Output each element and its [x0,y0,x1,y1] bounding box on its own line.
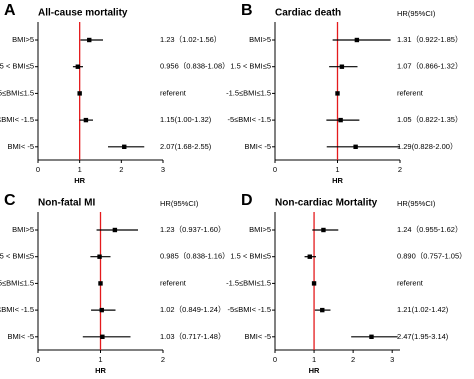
category-label: BMI< -5 [8,332,34,341]
category-label: BMI>5 [249,35,271,44]
estimate-label: 1.02（0.849-1.24） [160,305,225,314]
panel-label: D [241,192,253,209]
estimate-label: referent [397,88,424,97]
hazard-ratio-point [122,144,127,149]
hazard-ratio-point [335,91,340,96]
estimate-label: 0.890（0.757-1.05） [397,252,467,261]
category-label: BMI< -5 [245,142,271,151]
estimate-label: 1.23（1.02-1.56） [160,35,221,44]
x-tick-label: 1 [335,165,339,174]
x-tick-label: 2 [398,165,402,174]
category-label: BMI< -5 [245,332,271,341]
category-label: BMI< -5 [8,142,34,151]
category-label: 1.5 < BMI≤5 [0,252,34,261]
x-tick-label: 2 [351,355,355,364]
category-label: 1.5 < BMI≤5 [230,62,271,71]
hazard-ratio-point [321,227,326,233]
estimate-label: 1.03（0.717-1.48） [160,332,225,341]
estimate-label: 1.31（0.922-1.85） [397,35,462,44]
x-tick-label: 1 [78,165,82,174]
category-label: BMI>5 [12,35,34,44]
hazard-ratio-point [100,334,105,339]
estimate-label: 1.23（0.937-1.60） [160,225,225,234]
estimate-label: 1.05（0.822-1.35） [397,115,462,124]
category-label: -1.5≤BMI≤1.5 [0,278,34,287]
hazard-ratio-point [339,64,345,69]
estimate-label: referent [397,278,424,287]
hazard-ratio-point [307,254,312,259]
x-axis-label: HR [309,366,320,375]
panel-title: Non-cardiac Mortality [275,198,378,209]
estimate-label: 1.29(0.828-2.00） [397,142,457,151]
x-tick-label: 3 [390,355,394,364]
hazard-ratio-point [338,117,343,123]
hazard-ratio-point [311,281,317,286]
hazard-ratio-point [98,281,103,286]
estimate-label: 2.47(1.95-3.14) [397,332,449,341]
hazard-ratio-point [369,334,374,339]
hazard-ratio-point [112,227,118,233]
category-label: 1.5 < BMI≤5 [0,62,34,71]
estimate-header: HR(95%CI) [160,199,199,208]
x-tick-label: 0 [273,355,277,364]
hazard-ratio-point [320,307,325,313]
category-label: -5≤BMI< -1.5 [0,115,34,124]
estimate-header: HR(95%CI) [397,199,436,208]
x-axis-label: HR [332,176,343,185]
category-label: BMI>5 [12,225,34,234]
estimate-label: referent [160,278,187,287]
estimate-label: 1.15(1.00-1.32) [160,115,212,124]
panel-label: B [241,2,253,19]
x-tick-label: 0 [273,165,277,174]
estimate-label: 0.985（0.838-1.16） [160,252,230,261]
category-label: -1.5≤BMI≤1.5 [226,88,271,97]
x-tick-label: 1 [98,355,102,364]
category-label: -5≤BMI< -1.5 [227,115,271,124]
x-axis-label: HR [74,176,85,185]
hazard-ratio-point [354,37,360,43]
hazard-ratio-point [353,144,358,149]
category-label: 1.5 < BMI≤5 [230,252,271,261]
category-label: -5≤BMI< -1.5 [227,305,271,314]
estimate-label: referent [160,88,187,97]
category-label: -5≤BMI< -1.5 [0,305,34,314]
x-tick-label: 2 [161,355,165,364]
x-tick-label: 2 [119,165,123,174]
hazard-ratio-point [87,37,92,43]
category-label: -1.5≤BMI≤1.5 [0,88,34,97]
x-axis-label: HR [95,366,106,375]
x-tick-label: 0 [36,355,40,364]
panel-label: A [4,2,16,19]
panel-title: All-cause mortality [38,8,128,19]
hazard-ratio-point [77,91,82,96]
category-label: -1.5≤BMI≤1.5 [226,278,271,287]
panel-title: Cardiac death [275,8,341,19]
estimate-header: HR(95%CI) [397,9,436,18]
x-tick-label: 1 [312,355,316,364]
panel-label: C [4,192,16,209]
category-label: BMI>5 [249,225,271,234]
estimate-label: 1.24（0.955-1.62） [397,225,462,234]
estimate-label: 0.956（0.838-1.08） [160,62,230,71]
panel-title: Non-fatal MI [38,198,95,209]
hazard-ratio-point [99,307,104,313]
x-tick-label: 3 [161,165,165,174]
hazard-ratio-point [83,117,89,123]
estimate-label: 1.21(1.02-1.42) [397,305,449,314]
estimate-label: 2.07(1.68-2.55) [160,142,212,151]
hazard-ratio-point [97,254,102,259]
x-tick-label: 0 [36,165,40,174]
hazard-ratio-point [75,64,81,69]
estimate-label: 1.07（0.866-1.32） [397,62,462,71]
